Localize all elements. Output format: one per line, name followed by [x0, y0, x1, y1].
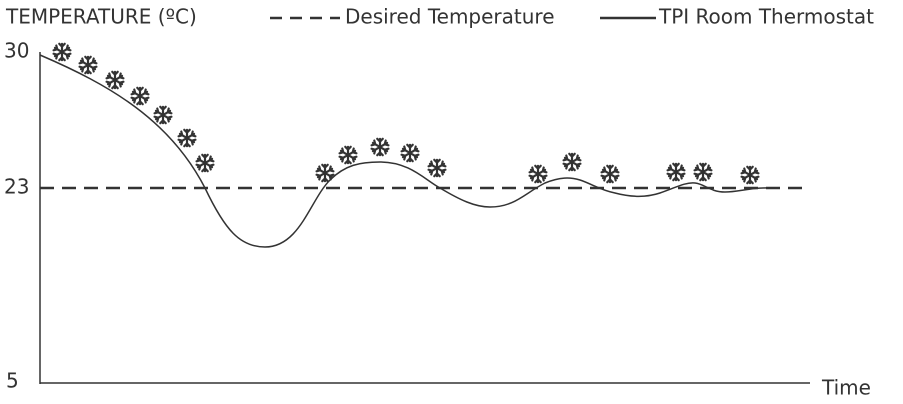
- y-tick-label: 5: [6, 369, 19, 393]
- snowflake: [317, 165, 334, 181]
- x-axis-label: Time: [821, 376, 871, 400]
- snowflake: [429, 160, 446, 176]
- y-tick-label: 23: [4, 175, 29, 199]
- legend-label: Desired Temperature: [345, 5, 555, 29]
- legend-label: TPI Room Thermostat: [658, 5, 874, 29]
- snowflake: [340, 147, 357, 163]
- snowflakes: [54, 44, 759, 183]
- snowflake: [54, 44, 71, 60]
- snowflake: [530, 166, 547, 182]
- snowflake: [107, 72, 124, 88]
- snowflake: [179, 130, 196, 146]
- snowflake: [132, 88, 149, 104]
- snowflake: [668, 164, 685, 180]
- thermostat-curve: [39, 54, 776, 248]
- snowflake: [197, 155, 214, 171]
- snowflake: [695, 164, 712, 180]
- y-tick-label: 30: [4, 39, 29, 63]
- y-axis-title: TEMPERATURE (ºC): [5, 5, 197, 29]
- snowflake: [155, 107, 172, 123]
- snowflake: [602, 166, 619, 182]
- snowflake: [402, 145, 419, 161]
- snowflake: [372, 139, 389, 155]
- snowflake: [742, 167, 759, 183]
- snowflake: [80, 57, 97, 73]
- snowflake: [564, 154, 581, 170]
